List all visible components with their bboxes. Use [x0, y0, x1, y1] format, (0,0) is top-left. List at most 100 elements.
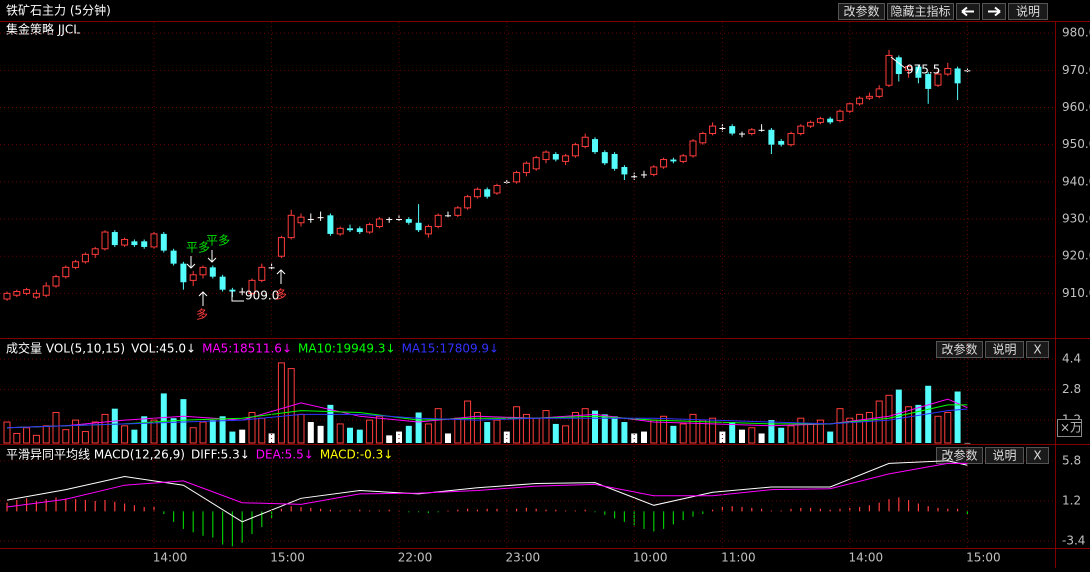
y-tick-label: 5.8	[1062, 453, 1081, 467]
y-tick-label: 920.0	[1062, 249, 1090, 263]
volume-bar	[434, 408, 442, 444]
y-tick-label: 930.0	[1062, 212, 1090, 226]
volume-bar	[552, 423, 559, 443]
candle-body	[32, 292, 40, 298]
button-label[interactable]: X	[1033, 449, 1041, 463]
volume-bar	[611, 416, 618, 443]
button[interactable]	[936, 341, 983, 358]
candle-body	[699, 133, 707, 144]
volume-bar	[405, 425, 412, 443]
volume-bar	[336, 423, 344, 444]
volume-bar	[768, 420, 775, 443]
candle-body	[641, 174, 647, 176]
volume-bar	[160, 393, 167, 443]
candle-body	[3, 292, 11, 300]
candle-body	[532, 157, 540, 170]
button-label[interactable]: 说明	[992, 448, 1016, 463]
volume-bar	[522, 413, 530, 444]
candle-body	[875, 88, 883, 97]
candle-body	[484, 189, 491, 197]
candle-body	[62, 266, 70, 278]
volume-bar	[581, 408, 589, 444]
volume-bar	[42, 425, 50, 444]
candle-body	[836, 110, 844, 122]
legend-entry: VOL:45.0↓	[131, 342, 196, 356]
button-label[interactable]: 说明	[1016, 4, 1040, 19]
volume-bar	[641, 431, 647, 443]
candle-body	[885, 54, 893, 86]
volume-bar	[189, 427, 197, 444]
unit-label: ×万	[1060, 421, 1082, 435]
button[interactable]	[838, 3, 885, 20]
candle-body	[601, 152, 608, 164]
candle-body	[748, 129, 756, 135]
low-marker	[231, 291, 244, 302]
low-label: 909.0	[245, 289, 279, 303]
button[interactable]	[1008, 3, 1048, 20]
candle-body	[52, 276, 60, 287]
candle-body	[581, 136, 589, 148]
candle-body	[424, 225, 432, 235]
button-label[interactable]: 改参数	[941, 448, 977, 463]
volume-bar	[473, 411, 481, 444]
volume-bar	[366, 419, 374, 444]
signal-label: 平多	[186, 241, 210, 255]
volume-bar	[689, 413, 697, 444]
candle-body	[434, 214, 442, 227]
volume-bar	[180, 399, 187, 443]
candle-body	[229, 289, 236, 292]
volume-bar	[513, 406, 521, 444]
volume-bar	[719, 431, 726, 443]
button[interactable]	[887, 3, 954, 20]
candle-body	[787, 133, 795, 146]
signal-label: 多	[275, 288, 287, 302]
signal-label: 多	[196, 308, 208, 322]
candle-body	[445, 215, 451, 217]
volume-bar	[503, 431, 510, 443]
volume-bar	[297, 413, 305, 444]
button-label[interactable]: 隐藏主指标	[890, 4, 950, 19]
volume-bar	[121, 425, 129, 444]
high-marker	[890, 56, 906, 69]
volume-bar	[170, 418, 177, 443]
volume-bar	[445, 433, 451, 443]
button[interactable]	[1026, 341, 1049, 358]
button[interactable]	[985, 447, 1024, 464]
volume-bar	[199, 421, 207, 444]
button-label[interactable]: 改参数	[941, 342, 977, 357]
button-label[interactable]: 说明	[992, 342, 1016, 357]
volume-bar	[396, 431, 402, 443]
legend-entry: MA5:18511.6↓	[202, 342, 292, 356]
candle-body	[689, 140, 697, 157]
button[interactable]	[985, 341, 1024, 358]
prev-button[interactable]	[956, 3, 980, 20]
volume-bar	[542, 410, 550, 444]
volume-bar	[875, 400, 883, 444]
high-label: 975.5	[906, 63, 940, 77]
button-label[interactable]: 改参数	[843, 4, 879, 19]
candle-body	[239, 291, 246, 293]
button[interactable]	[1026, 447, 1049, 464]
volume-bar	[13, 432, 21, 444]
candle-body	[915, 66, 922, 78]
x-tick-label: 14:00	[153, 551, 188, 565]
volume-bar	[454, 417, 462, 444]
next-button[interactable]	[982, 3, 1006, 20]
volume-bar	[954, 391, 961, 443]
volume-bar	[807, 423, 815, 444]
volume-bar	[81, 431, 89, 444]
candle-body	[679, 155, 687, 162]
candle-body	[650, 166, 658, 175]
window-title: 铁矿石主力 (5分钟)	[6, 3, 111, 18]
volume-bar	[748, 427, 756, 444]
volume-bar	[32, 434, 40, 444]
volume-bar	[944, 411, 952, 444]
button-label[interactable]: X	[1033, 343, 1041, 357]
candle-body	[189, 274, 197, 281]
y-tick-label: 950.0	[1062, 137, 1090, 151]
candle-body	[356, 228, 363, 233]
candle-body	[758, 129, 765, 131]
volume-bar	[3, 421, 11, 444]
volume-bar	[375, 415, 383, 444]
